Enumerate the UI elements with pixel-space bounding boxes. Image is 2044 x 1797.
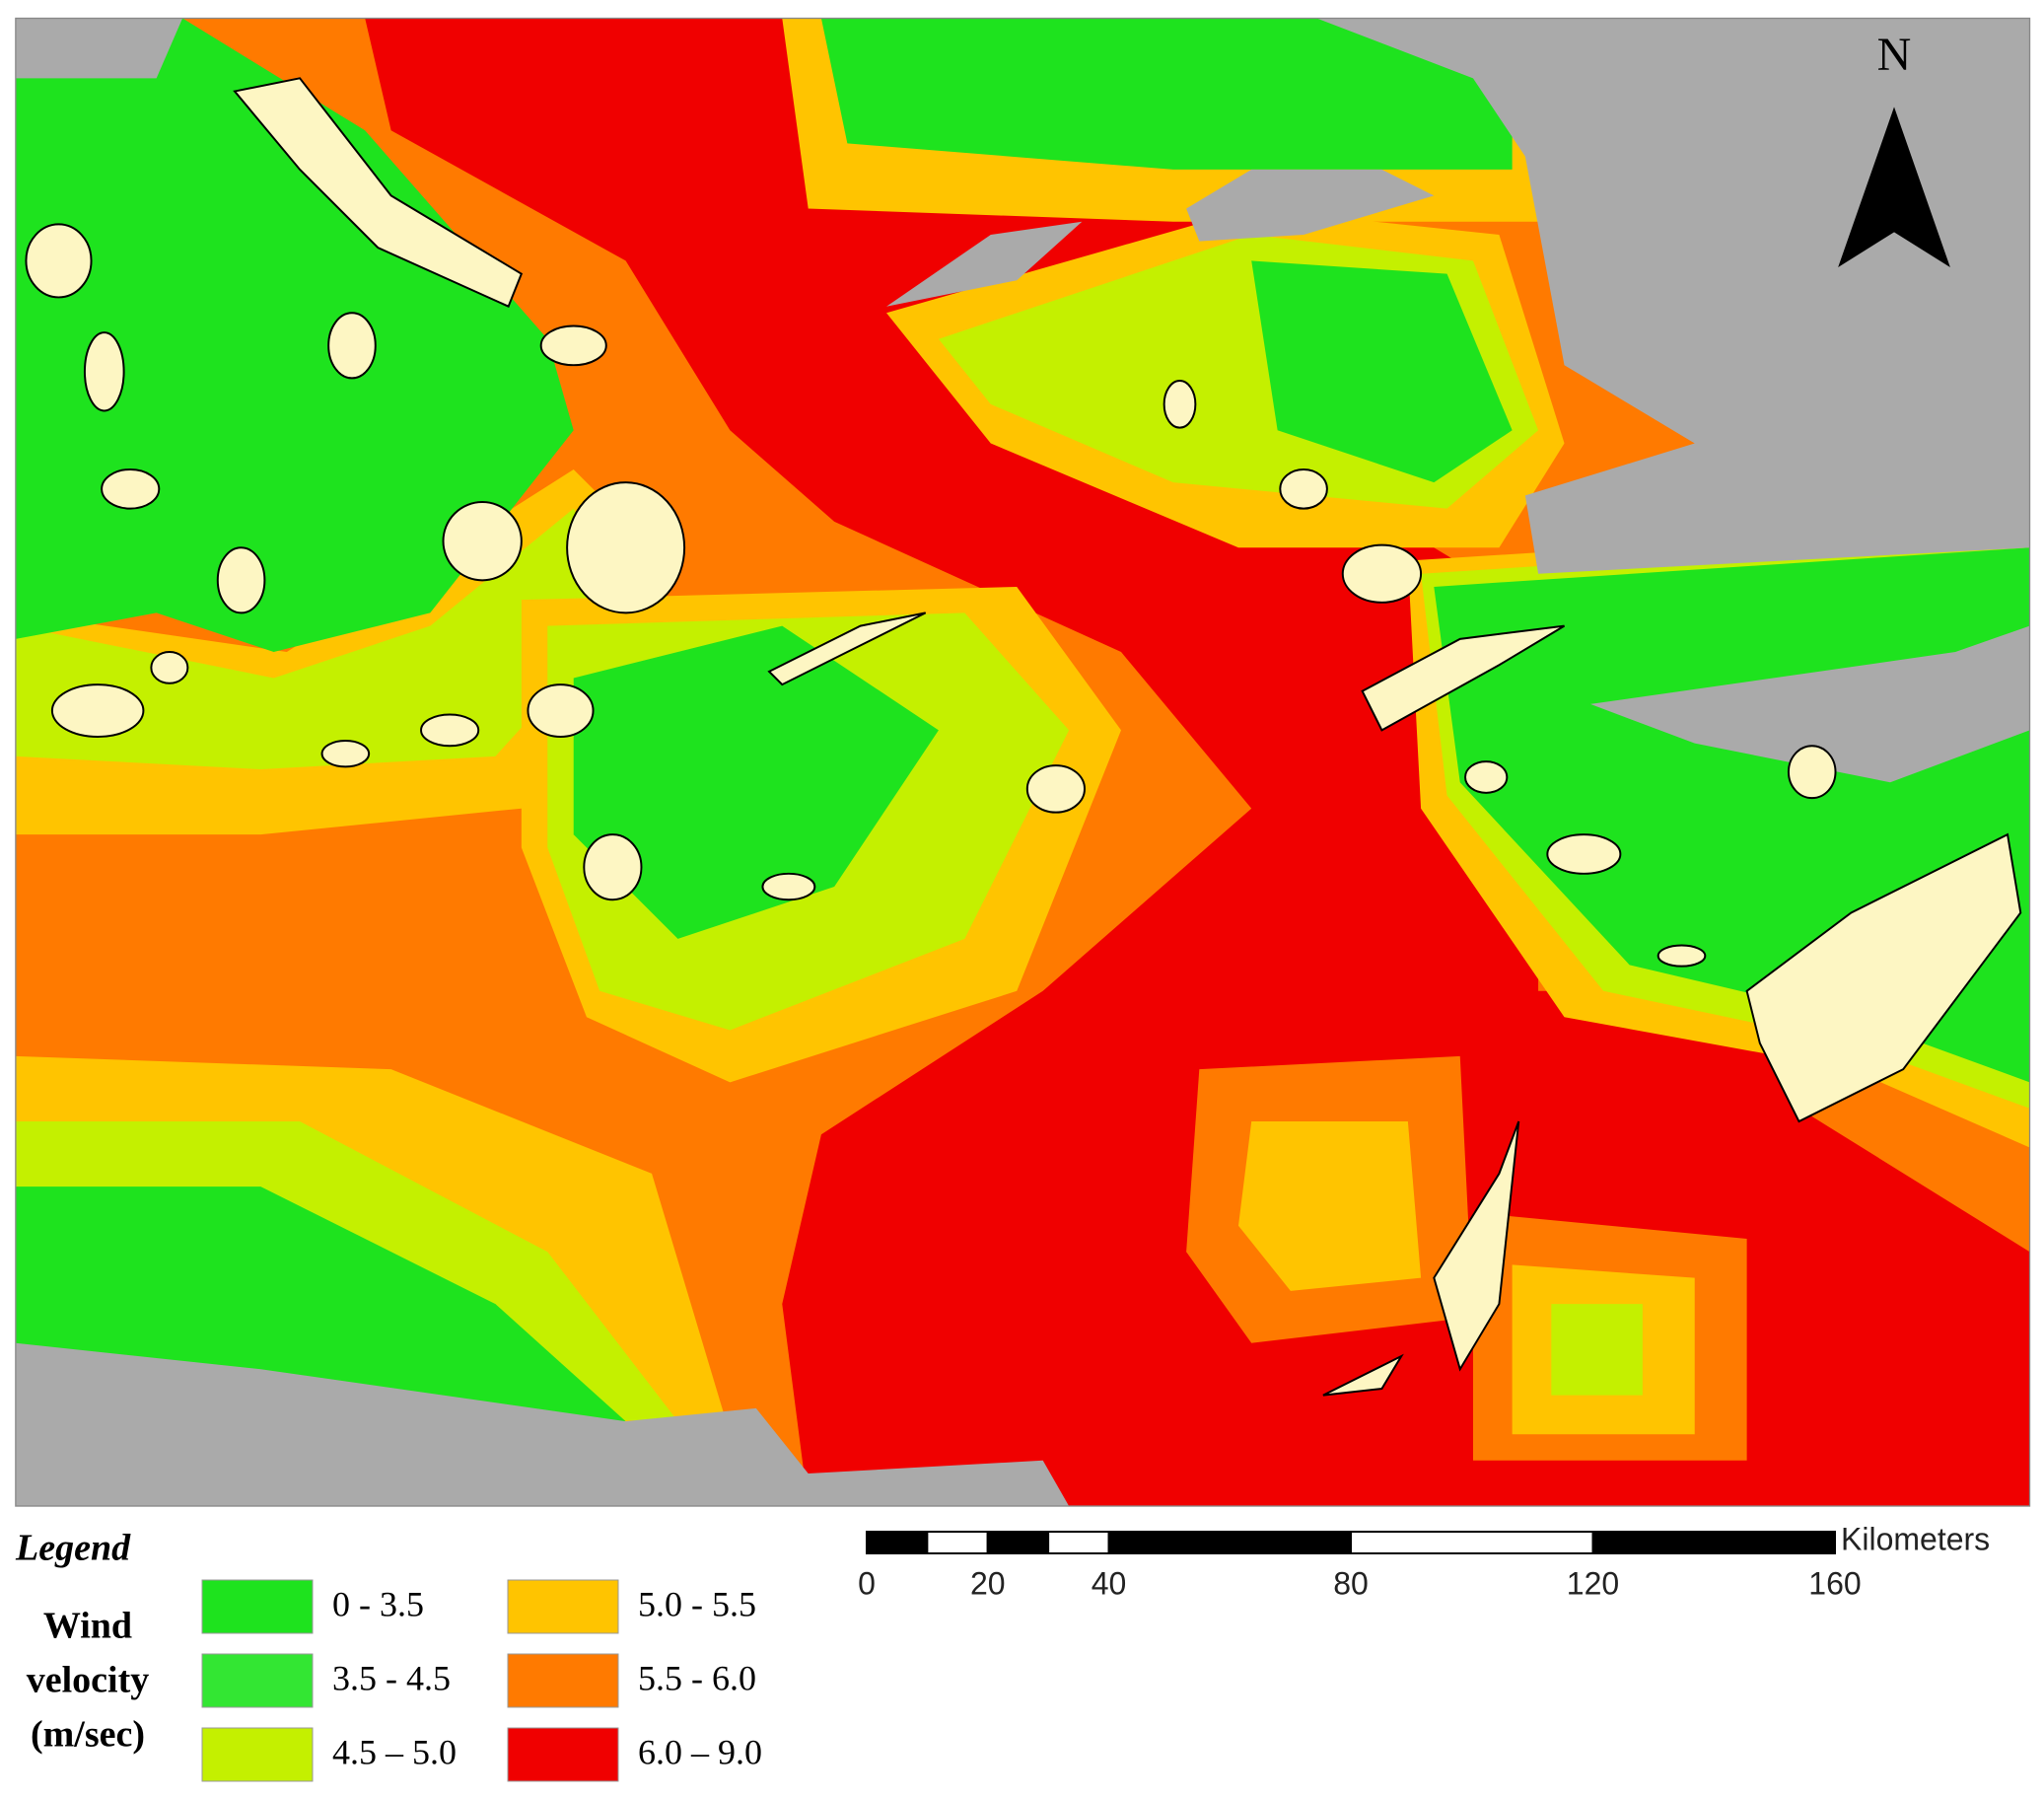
zone [1237, 1121, 1422, 1291]
scale-label: 160 [1808, 1565, 1861, 1601]
zone [15, 508, 626, 770]
legend-title: Legend [15, 1528, 131, 1569]
scale-segment [1591, 1531, 1836, 1554]
map-area [15, 18, 2030, 1507]
legend-swatch [201, 1579, 314, 1634]
legend-swatch [507, 1653, 619, 1708]
zone [820, 18, 1513, 170]
map [15, 17, 2031, 1507]
legend-variable: velocity [27, 1660, 150, 1701]
scale-label: 80 [1333, 1565, 1369, 1601]
legend-swatch [507, 1727, 619, 1782]
scale-segment [926, 1531, 989, 1554]
legend-label: 4.5 – 5.0 [332, 1732, 457, 1771]
scale-segment [866, 1531, 929, 1554]
islands [25, 77, 2022, 1397]
north-arrow [1838, 107, 1950, 268]
zone [182, 18, 2030, 1507]
scale-label: 0 [858, 1565, 876, 1601]
legend-label: 6.0 – 9.0 [638, 1732, 762, 1771]
north-label: N [1877, 29, 1912, 81]
legend: Wind velocity (m/sec) 0 - 3.5 3.5 - 4.5 4.5 –… [27, 1579, 762, 1782]
land [15, 18, 183, 79]
zone [573, 625, 939, 939]
zone [1551, 1304, 1643, 1396]
scale-segment [986, 1531, 1050, 1554]
land [886, 221, 1083, 307]
scale-segment [1350, 1531, 1594, 1554]
legend-variable: (m/sec) [31, 1714, 145, 1756]
legend-label: 5.5 - 6.0 [638, 1658, 756, 1697]
scale-label: 20 [970, 1565, 1006, 1601]
scale-bar: 0 20 40 80 120 160 Kilometers [858, 1521, 1990, 1601]
legend-swatch [201, 1727, 314, 1782]
scale-label: 40 [1092, 1565, 1127, 1601]
legend-swatch [201, 1653, 314, 1708]
scale-segment [1047, 1531, 1110, 1554]
land [15, 1342, 1070, 1507]
legend-swatch [507, 1579, 619, 1634]
zone [1251, 260, 1513, 483]
legend-label: 3.5 - 4.5 [332, 1658, 451, 1697]
legend-label: 5.0 - 5.5 [638, 1584, 756, 1623]
legend-label: 0 - 3.5 [332, 1584, 424, 1623]
scale-unit: Kilometers [1841, 1521, 1990, 1556]
scale-label: 120 [1567, 1565, 1619, 1601]
legend-variable: Wind [43, 1606, 132, 1647]
land [1186, 169, 1435, 242]
map-frame [15, 17, 2031, 1507]
land [1589, 625, 2030, 783]
land [1316, 18, 2030, 574]
scale-segment [1107, 1531, 1352, 1554]
